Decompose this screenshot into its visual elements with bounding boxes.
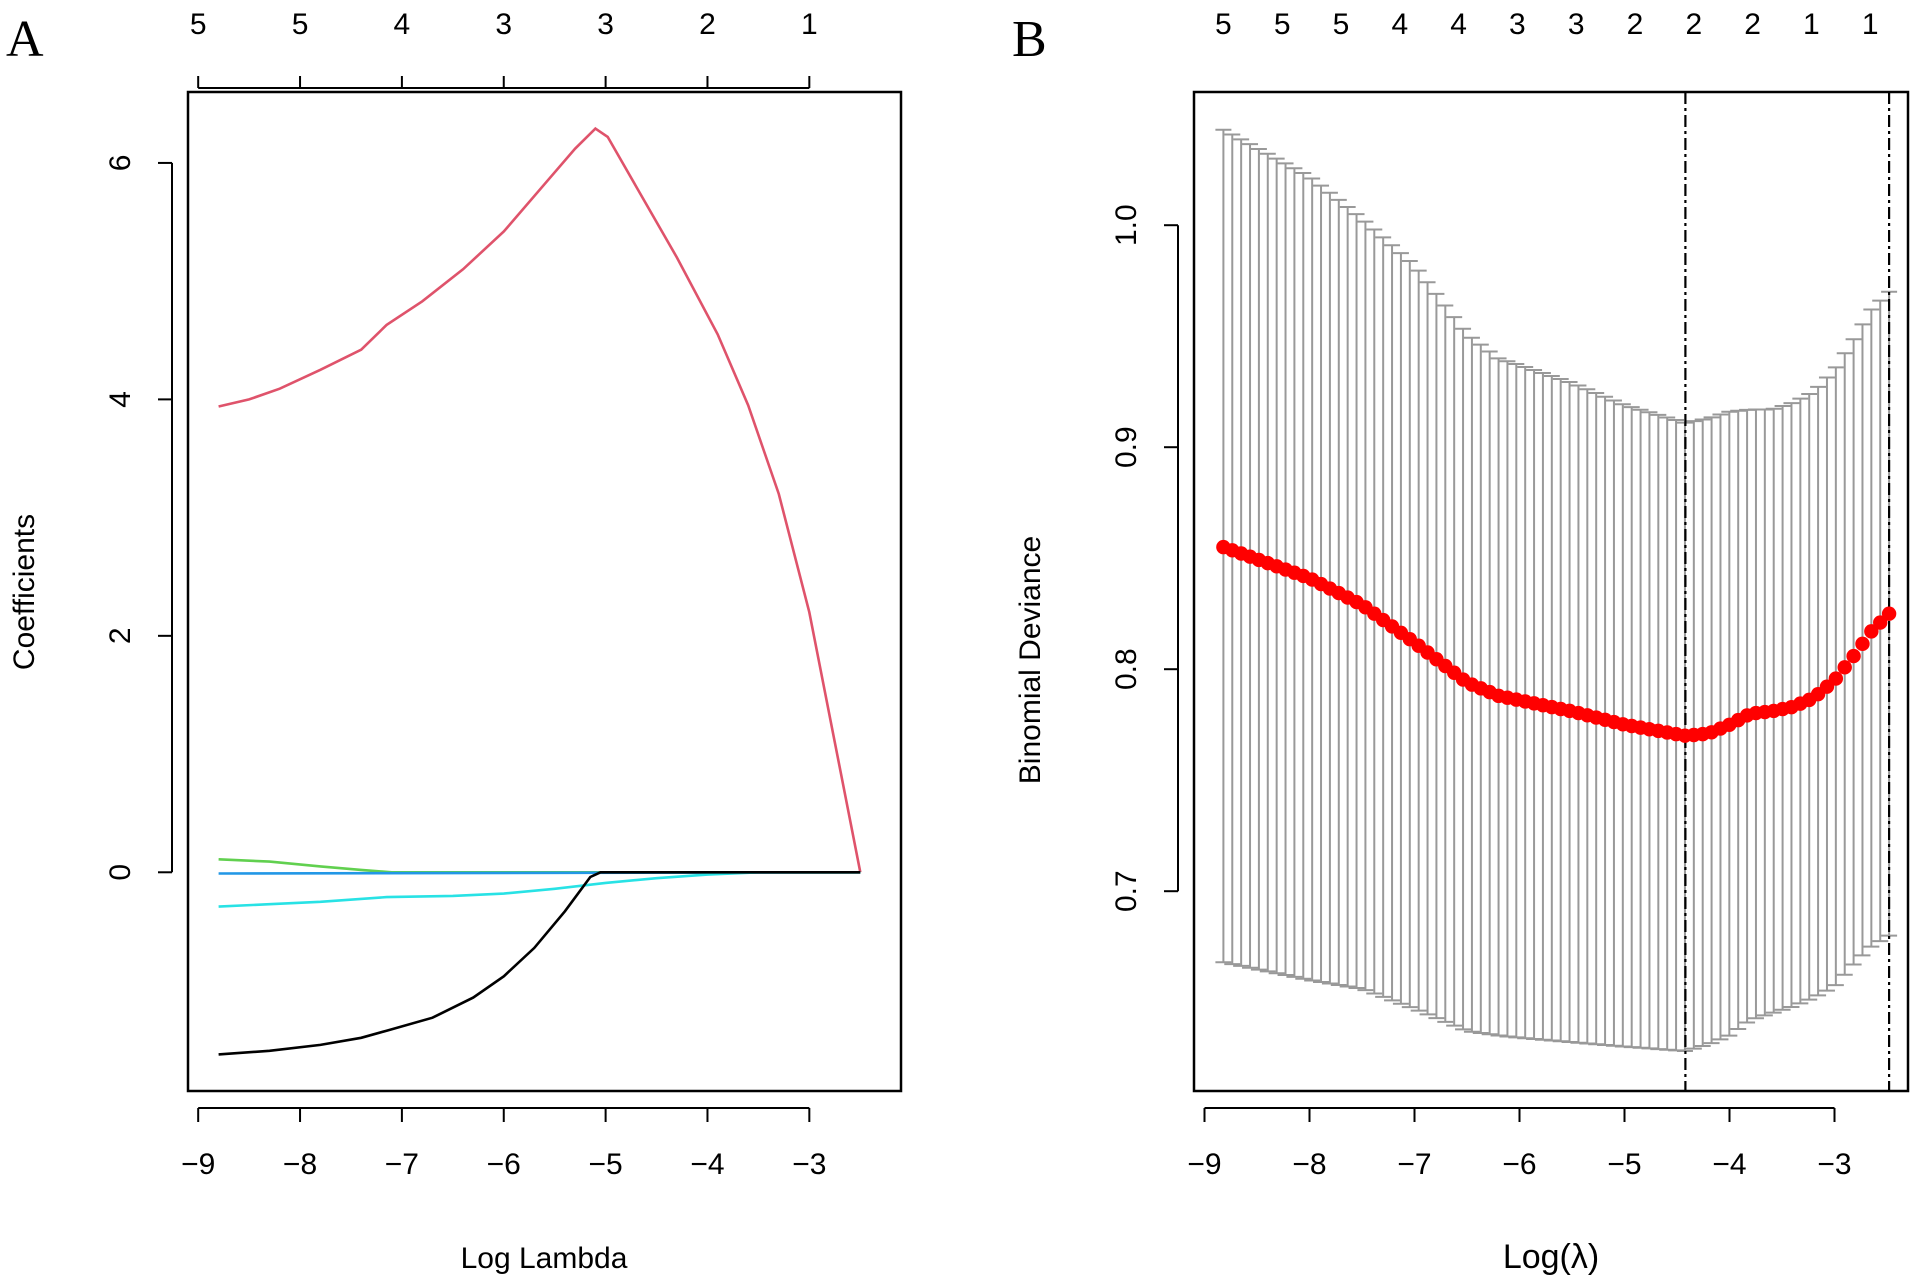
panel-a-top-tick-label: 4 <box>394 8 411 41</box>
panel-a: A −9 −8 −7 −6 −5 −4 −3 5 5 4 3 3 2 1 0 2 4 6 Log Lambda C… <box>6 8 903 1275</box>
panel-b-top-tick-label: 4 <box>1450 8 1467 41</box>
panel-a-top-tick-label: 3 <box>495 8 512 41</box>
panel-b-x-tick-label: −7 <box>1397 1148 1431 1181</box>
panel-b-y-tick-label: 0.7 <box>1110 870 1143 912</box>
panel-b-top-tick-label: 5 <box>1274 8 1291 41</box>
panel-b-top-tick-label: 5 <box>1215 8 1232 41</box>
coefficient-path-green <box>218 858 861 874</box>
panel-b-x-axis-label: Log(λ) <box>1503 1238 1599 1276</box>
panel-a-y-tick-label: 2 <box>104 627 137 644</box>
panel-b-points <box>1216 539 1897 743</box>
panel-b-lambda-lines <box>1684 92 1891 1091</box>
panel-a-y-tick-label: 6 <box>104 155 137 172</box>
panel-b-x-tick-label: −6 <box>1502 1148 1536 1181</box>
panel-a-top-tick-label: 5 <box>190 8 207 41</box>
panel-a-top-tick-label: 2 <box>699 8 716 41</box>
panel-a-letter: A <box>6 11 44 68</box>
panel-b-y-tick-label: 1.0 <box>1110 204 1143 246</box>
panel-a-x-axis-label: Log Lambda <box>461 1242 628 1275</box>
deviance-point <box>1837 660 1852 675</box>
deviance-point <box>1855 636 1870 652</box>
panel-a-y-tick-label: 4 <box>104 391 137 408</box>
panel-b-top-tick-label: 2 <box>1685 8 1702 41</box>
panel-b-top-tick-label: 5 <box>1333 8 1350 41</box>
panel-b-plot-frame <box>1192 90 1910 1093</box>
coefficient-path-cyan <box>218 871 861 908</box>
panel-b: B −9 −8 −7 −6 −5 −4 −3 5 5 5 4 4 3 3 2 2 2 1 1 0.7 0.8 0.9 1.0… <box>1012 8 1910 1276</box>
panel-a-y-tick-label: 0 <box>104 864 137 881</box>
panel-a-x-tick-label: −6 <box>487 1148 521 1181</box>
panel-b-y-tick-label: 0.8 <box>1110 648 1143 690</box>
deviance-point <box>1828 671 1844 686</box>
panel-a-plot-frame <box>186 90 903 1093</box>
panel-a-x-tick-label: −8 <box>283 1148 317 1181</box>
panel-b-top-tick-label: 4 <box>1391 8 1408 41</box>
panel-a-x-tick-label: −3 <box>792 1148 826 1181</box>
coefficient-path-red <box>218 126 862 873</box>
panel-b-x-tick-label: −9 <box>1187 1148 1221 1181</box>
panel-a-x-tick-label: −9 <box>181 1148 215 1181</box>
panel-b-x-tick-label: −8 <box>1292 1148 1326 1181</box>
panel-b-x-tick-label: −5 <box>1607 1148 1641 1181</box>
panel-b-y-tick-label: 0.9 <box>1110 426 1143 468</box>
panel-b-top-tick-label: 3 <box>1568 8 1585 41</box>
panel-a-top-tick-label: 5 <box>292 8 309 41</box>
panel-a-series-group <box>218 126 862 1056</box>
panel-a-top-tick-label: 1 <box>801 8 818 41</box>
panel-b-top-tick-label: 2 <box>1627 8 1644 41</box>
deviance-point <box>1881 606 1897 621</box>
panel-b-letter: B <box>1012 11 1047 68</box>
panel-b-top-tick-label: 3 <box>1509 8 1526 41</box>
panel-b-top-tick-label: 2 <box>1744 8 1761 41</box>
panel-b-x-tick-label: −3 <box>1817 1148 1851 1181</box>
coefficient-path-black <box>218 871 861 1056</box>
panel-a-y-axis-label: Coefficients <box>8 514 41 670</box>
deviance-point <box>1873 615 1888 630</box>
panel-a-axes: −9 −8 −7 −6 −5 −4 −3 5 5 4 3 3 2 1 0 2 4 6 <box>104 8 826 1181</box>
panel-b-axes: −9 −8 −7 −6 −5 −4 −3 5 5 5 4 4 3 3 2 2 2 1 1 0.7 0.8 0.9 1.0 <box>1110 8 1879 1181</box>
panel-b-top-tick-label: 1 <box>1862 8 1879 41</box>
panel-a-x-tick-label: −4 <box>690 1148 724 1181</box>
deviance-point <box>1864 624 1879 639</box>
panel-b-top-tick-label: 1 <box>1803 8 1820 41</box>
panel-a-x-tick-label: −5 <box>589 1148 623 1181</box>
panel-b-x-tick-label: −4 <box>1712 1148 1746 1181</box>
panel-a-top-tick-label: 3 <box>597 8 614 41</box>
panel-b-y-axis-label: Binomial Deviance <box>1014 536 1047 784</box>
panel-a-x-tick-label: −7 <box>385 1148 419 1181</box>
deviance-point <box>1846 648 1861 664</box>
